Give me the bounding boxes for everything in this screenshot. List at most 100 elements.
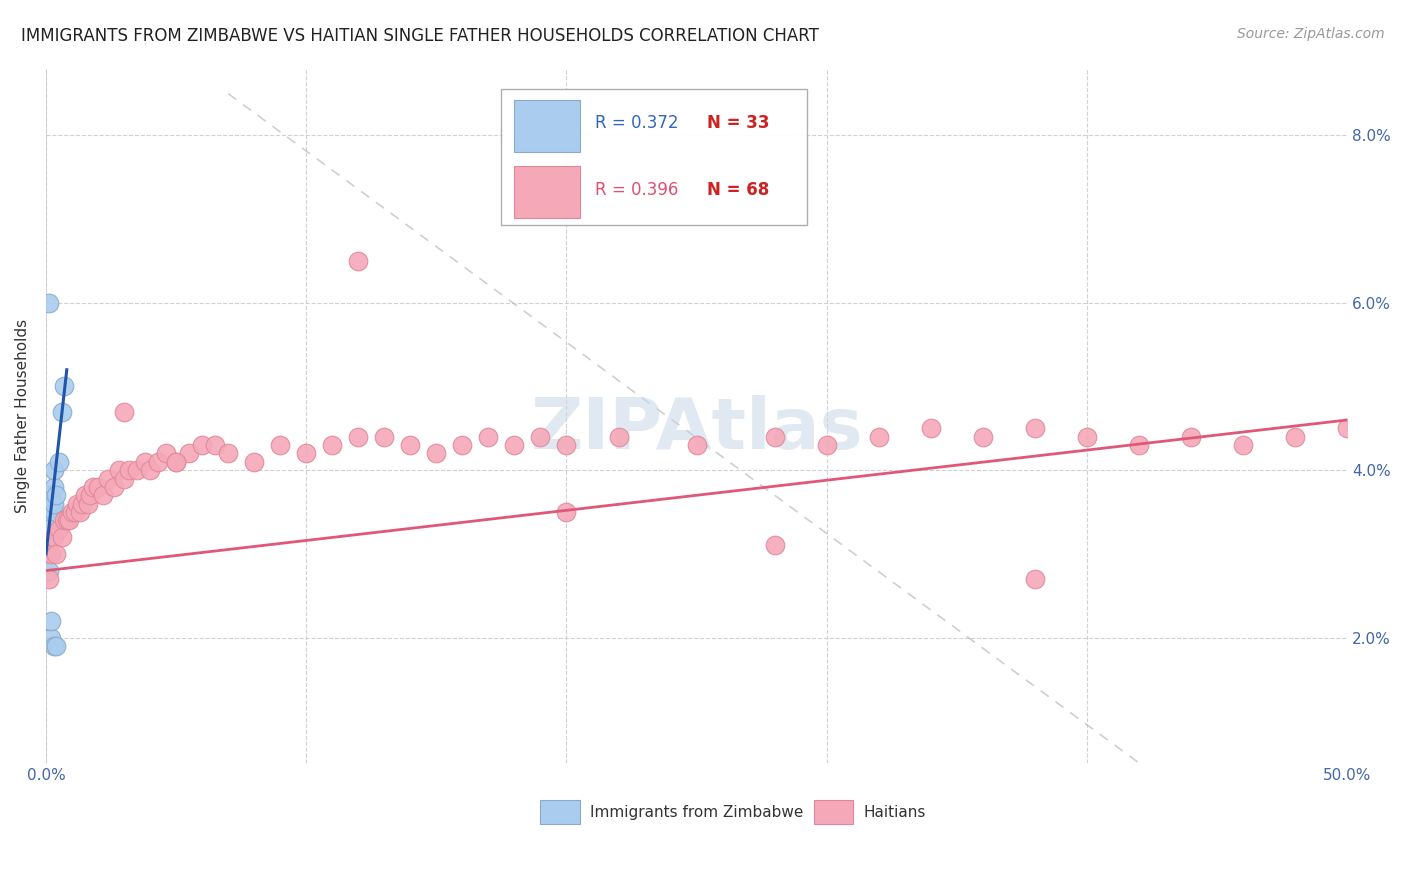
Point — [920, 421, 942, 435]
Point — [38, 497, 60, 511]
Point — [66, 497, 89, 511]
Point — [108, 463, 131, 477]
Text: N = 33: N = 33 — [707, 113, 769, 132]
Point — [39, 547, 62, 561]
Point — [97, 471, 120, 485]
Point — [39, 488, 62, 502]
Point — [269, 438, 291, 452]
Point — [243, 455, 266, 469]
Point — [38, 505, 60, 519]
Text: N = 68: N = 68 — [707, 181, 769, 199]
Point — [1232, 438, 1254, 452]
Text: R = 0.372: R = 0.372 — [595, 113, 679, 132]
Point — [477, 430, 499, 444]
Point — [42, 463, 65, 477]
Point — [42, 497, 65, 511]
Text: ZIPAtlas: ZIPAtlas — [530, 395, 863, 464]
Point — [39, 513, 62, 527]
Point — [42, 480, 65, 494]
Point — [45, 547, 67, 561]
Point — [48, 455, 70, 469]
Point — [295, 446, 318, 460]
Point — [79, 488, 101, 502]
Point — [165, 455, 187, 469]
Point — [39, 505, 62, 519]
Point — [425, 446, 447, 460]
Bar — [515, 166, 579, 218]
Point — [38, 530, 60, 544]
Point — [347, 254, 370, 268]
Y-axis label: Single Father Households: Single Father Households — [15, 318, 30, 513]
Point — [1284, 430, 1306, 444]
Bar — [515, 100, 579, 152]
Point — [125, 463, 148, 477]
Point — [38, 295, 60, 310]
Point — [38, 513, 60, 527]
Point — [37, 513, 59, 527]
Text: Source: ZipAtlas.com: Source: ZipAtlas.com — [1237, 27, 1385, 41]
Point — [321, 438, 343, 452]
Point — [73, 488, 96, 502]
Point — [69, 505, 91, 519]
Text: Haitians: Haitians — [863, 805, 925, 820]
Point — [38, 564, 60, 578]
Point — [37, 530, 59, 544]
Point — [91, 488, 114, 502]
Point — [373, 430, 395, 444]
Point — [1076, 430, 1098, 444]
Point — [37, 513, 59, 527]
Text: Immigrants from Zimbabwe: Immigrants from Zimbabwe — [591, 805, 803, 820]
Point — [53, 513, 76, 527]
Point — [87, 480, 110, 494]
Point — [103, 480, 125, 494]
Point — [118, 463, 141, 477]
Point — [39, 631, 62, 645]
Point — [503, 438, 526, 452]
Point — [1024, 421, 1046, 435]
Point — [63, 505, 86, 519]
Point — [451, 438, 474, 452]
Point — [191, 438, 214, 452]
Point — [45, 488, 67, 502]
Point — [35, 513, 58, 527]
Point — [555, 438, 578, 452]
Point — [38, 513, 60, 527]
Point — [155, 446, 177, 460]
Point — [60, 505, 83, 519]
Point — [1128, 438, 1150, 452]
Point — [38, 522, 60, 536]
Point — [51, 530, 73, 544]
Text: IMMIGRANTS FROM ZIMBABWE VS HAITIAN SINGLE FATHER HOUSEHOLDS CORRELATION CHART: IMMIGRANTS FROM ZIMBABWE VS HAITIAN SING… — [21, 27, 818, 45]
Point — [607, 430, 630, 444]
Point — [42, 639, 65, 653]
Point — [72, 497, 94, 511]
Point — [112, 471, 135, 485]
Point — [763, 539, 786, 553]
Bar — [814, 800, 853, 824]
Point — [38, 488, 60, 502]
Point — [146, 455, 169, 469]
Point — [48, 522, 70, 536]
Point — [204, 438, 226, 452]
Text: R = 0.396: R = 0.396 — [595, 181, 679, 199]
Point — [1024, 572, 1046, 586]
Point — [179, 446, 201, 460]
Point — [763, 430, 786, 444]
Point — [42, 530, 65, 544]
Point — [76, 497, 98, 511]
Bar — [540, 800, 579, 824]
Point — [112, 404, 135, 418]
Point — [51, 404, 73, 418]
Point — [815, 438, 838, 452]
Point — [38, 572, 60, 586]
Point — [1180, 430, 1202, 444]
Point — [165, 455, 187, 469]
Point — [868, 430, 890, 444]
Point — [38, 513, 60, 527]
Point — [37, 539, 59, 553]
Point — [685, 438, 707, 452]
Point — [217, 446, 239, 460]
Point — [1336, 421, 1358, 435]
Point — [39, 522, 62, 536]
Point — [399, 438, 422, 452]
